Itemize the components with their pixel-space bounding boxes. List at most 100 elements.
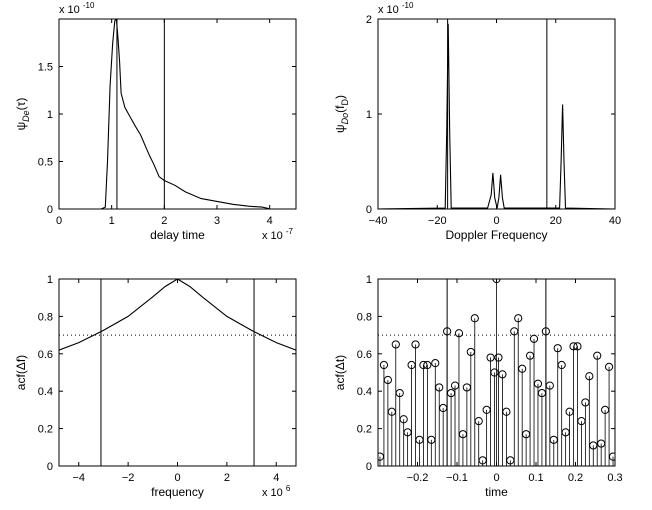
x-tick-label: 0.3 [607, 472, 622, 484]
stem-marker [411, 340, 420, 349]
stem-marker [604, 362, 614, 371]
stem-marker [585, 372, 594, 381]
x-tick-label: 20 [550, 215, 562, 227]
y-exponent: x 10 -10 [59, 1, 95, 16]
x-tick-label: −0.1 [446, 472, 468, 484]
y-exponent-power: -10 [83, 1, 95, 10]
y-tick-label: 0 [47, 204, 53, 216]
y-tick-label: 0.6 [38, 349, 53, 361]
y-tick-label: 0.8 [38, 311, 53, 323]
stem-marker [533, 379, 543, 388]
x-tick-label: 0 [56, 215, 62, 227]
y-tick-label: 2 [366, 14, 372, 26]
axes-box [58, 18, 297, 210]
y-tick-label: 1 [47, 274, 53, 286]
y-tick-label: 1 [47, 109, 53, 121]
plot-area [378, 279, 615, 466]
x-tick-label: −20 [428, 215, 447, 227]
stem-marker [486, 353, 495, 362]
x-axis-label: Doppler Frequency [445, 228, 547, 242]
y-axis-label-part: De [21, 110, 31, 122]
stem-marker [474, 417, 483, 426]
plot-area [59, 19, 296, 209]
chart-acf_freq: −4 −2 0 2 4 0 0.2 0.4 0.6 0.8 1 x 10 6 frequency acf(… [14, 274, 297, 499]
y-tick-label: 0 [47, 461, 53, 473]
y-tick-label: 0.4 [357, 386, 372, 398]
x-tick-label: −0.2 [407, 472, 429, 484]
axes-box [58, 278, 297, 467]
x-tick-label: 0.1 [528, 472, 543, 484]
stem-marker [553, 344, 562, 353]
stem-marker [395, 388, 404, 398]
stem-marker [541, 327, 550, 336]
y-tick-label: 0.4 [38, 386, 53, 398]
y-tick-label: 0.8 [357, 311, 372, 323]
y-axis-label-part: ψ [333, 124, 347, 133]
y-axis-label-part: (τ) [14, 98, 28, 111]
x-tick-label: 0 [493, 215, 499, 227]
x-exponent-power: -7 [286, 227, 294, 236]
x-axis-label: delay time [150, 228, 205, 242]
x-exponent: x 10 -7 [262, 227, 294, 242]
y-tick-label: 0.6 [357, 349, 372, 361]
y-exponent-base: x 10 [378, 4, 402, 16]
y-axis-label-part: Do [340, 113, 350, 125]
stem-marker [435, 383, 444, 392]
stem-marker [514, 314, 523, 323]
x-tick-label: 4 [273, 472, 279, 484]
stem-marker [529, 334, 539, 343]
stem-marker [379, 360, 389, 370]
plot-area [59, 279, 296, 466]
x-axis-label: time [485, 485, 508, 499]
x-exponent-base: x 10 [262, 487, 286, 499]
x-tick-label: 4 [267, 215, 273, 227]
y-tick-label: 0 [366, 461, 372, 473]
stem-marker [399, 415, 408, 424]
x-exponent-base: x 10 [262, 230, 286, 242]
series-line [59, 279, 296, 351]
y-exponent-power: -10 [402, 1, 414, 10]
stem-marker [557, 360, 566, 370]
stem-marker [573, 342, 582, 351]
stem-marker [391, 340, 400, 349]
x-tick-label: 0 [174, 472, 180, 484]
series-line [59, 19, 296, 209]
y-tick-label: 1.5 [38, 62, 53, 74]
x-axis-label: frequency [151, 485, 204, 499]
x-tick-label: 40 [609, 215, 621, 227]
y-tick-label: 0 [366, 204, 372, 216]
y-tick-label: 0.2 [38, 424, 53, 436]
chart-acf_time: −0.2 −0.1 0 0.1 0.2 0.3 0 0.2 0.4 0.6 0.8 1 time acf(… [333, 274, 623, 499]
x-tick-label: −40 [369, 215, 388, 227]
plot-area [378, 19, 615, 209]
y-axis-label-part: (f [333, 105, 347, 113]
y-tick-label: 0.5 [38, 157, 53, 169]
x-exponent-power: 6 [286, 484, 291, 493]
x-exponent: x 10 6 [262, 484, 291, 499]
y-tick-label: 0.2 [357, 424, 372, 436]
stem-marker [593, 351, 602, 360]
y-exponent-base: x 10 [59, 4, 83, 16]
axes-box [377, 18, 616, 210]
y-axis-label-part: ψ [14, 122, 28, 131]
stem-marker [423, 360, 432, 370]
stem-marker [492, 279, 501, 284]
stem-marker [443, 327, 452, 336]
stem-marker [518, 364, 527, 373]
x-tick-label: 3 [214, 215, 220, 227]
stem-marker [431, 359, 440, 368]
stem-marker [545, 381, 554, 390]
stem-marker [494, 353, 503, 362]
x-tick-label: 2 [224, 472, 230, 484]
y-axis-label: ψDo(fD) [333, 95, 350, 133]
chart-doppler: −40 −20 0 20 40 0 1 2 x 10 -10 Doppler Frequency ψ… [333, 1, 621, 242]
x-tick-label: −2 [122, 472, 135, 484]
y-axis-label: acf(Δf) [14, 355, 28, 390]
stem-marker [383, 375, 392, 385]
series-line [378, 23, 615, 209]
stem-marker [608, 452, 615, 461]
y-axis-label: ψDe(τ) [14, 98, 31, 131]
stem-marker [454, 329, 464, 338]
y-axis-label-part: ) [333, 95, 347, 99]
